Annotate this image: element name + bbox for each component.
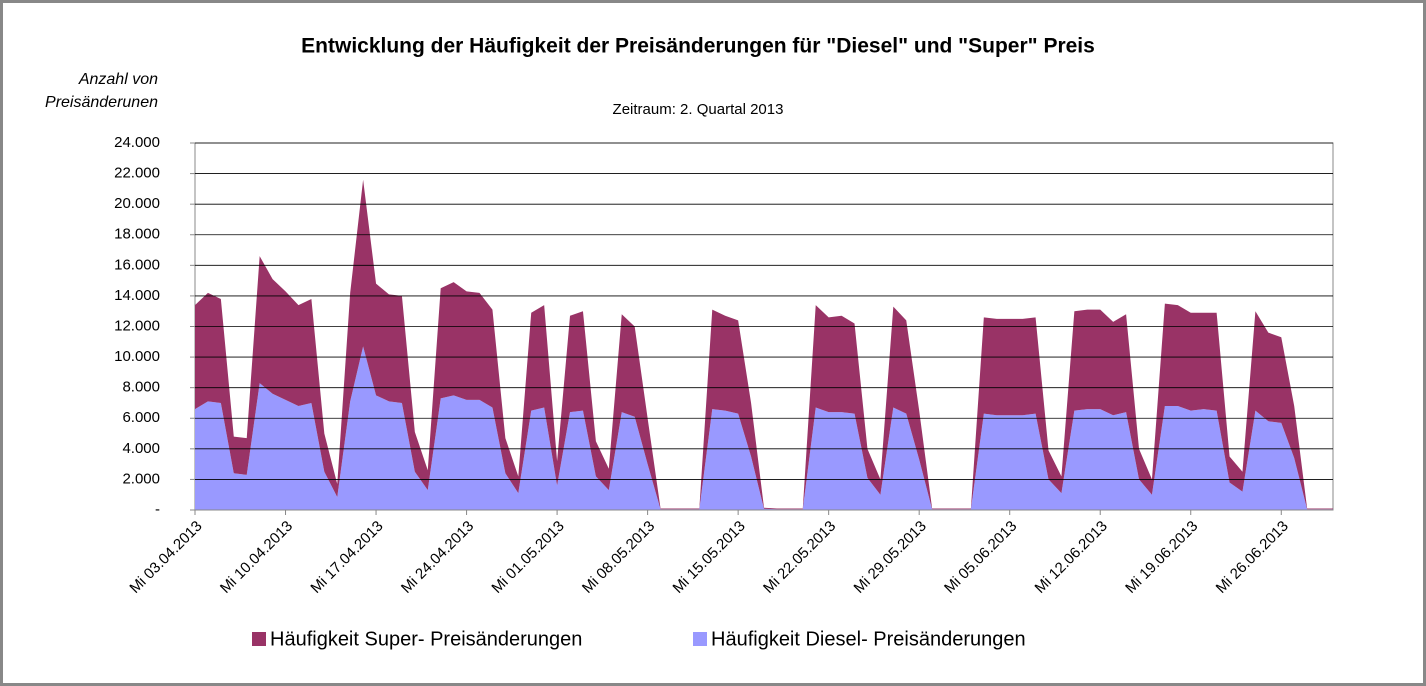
- y-tick-label: 6.000: [122, 409, 160, 426]
- y-tick-label: 10.000: [114, 348, 160, 365]
- y-tick-label: 2.000: [122, 470, 160, 487]
- area: [195, 179, 1333, 510]
- y-tick-label: 8.000: [122, 379, 160, 396]
- chart-subtitle: Zeitraum: 2. Quartal 2013: [613, 101, 784, 118]
- y-tick-label: -: [155, 501, 160, 518]
- y-axis-label: Anzahl von: [78, 71, 158, 88]
- y-tick-label: 12.000: [114, 317, 160, 334]
- y-tick-label: 14.000: [114, 287, 160, 304]
- y-tick-label: 24.000: [114, 134, 160, 151]
- y-tick-label: 20.000: [114, 195, 160, 212]
- y-tick-label: 4.000: [122, 440, 160, 457]
- legend-label: Häufigkeit Diesel- Preisänderungen: [711, 628, 1026, 650]
- legend-swatch: [693, 632, 707, 646]
- area: [195, 346, 1333, 510]
- y-tick-label: 16.000: [114, 256, 160, 273]
- legend-swatch: [252, 632, 266, 646]
- legend-label: Häufigkeit Super- Preisänderungen: [270, 628, 582, 650]
- y-axis-label: Preisänderunen: [45, 94, 158, 111]
- y-tick-label: 18.000: [114, 226, 160, 243]
- y-tick-label: 22.000: [114, 165, 160, 182]
- chart-title: Entwicklung der Häufigkeit der Preisände…: [301, 35, 1095, 58]
